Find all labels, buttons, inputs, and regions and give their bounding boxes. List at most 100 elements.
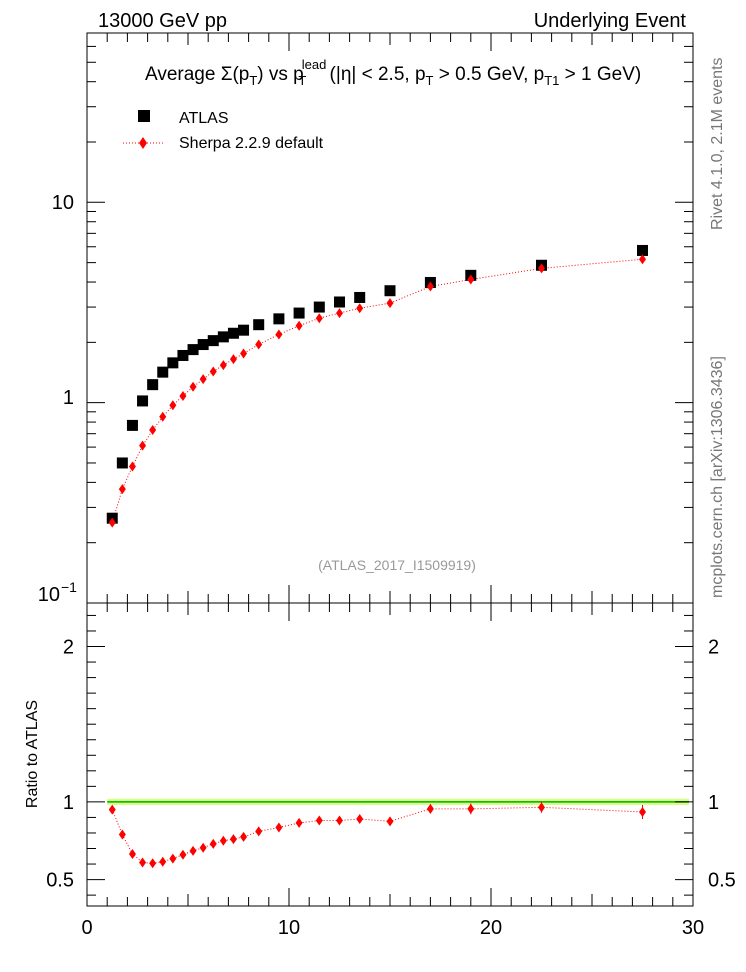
x-tick-label: 10 bbox=[278, 917, 300, 939]
ratio-y-tick-label-right: 1 bbox=[708, 792, 719, 814]
sherpa-point bbox=[219, 360, 227, 371]
ratio-point bbox=[538, 802, 545, 813]
title-cuts-b: > 0.5 GeV, p bbox=[433, 64, 544, 85]
atlas-point bbox=[293, 307, 305, 319]
ratio-point bbox=[467, 803, 475, 814]
ratio-point bbox=[275, 822, 283, 833]
sherpa-point bbox=[179, 390, 187, 401]
ratio-y-axis-label: Ratio to ATLAS bbox=[24, 700, 41, 808]
x-tick-label: 0 bbox=[81, 917, 92, 939]
ratio-y-tick-label-left: 1 bbox=[63, 792, 74, 814]
x-tick-label: 30 bbox=[682, 917, 704, 939]
title-sub-t4: T1 bbox=[544, 73, 559, 88]
atlas-point bbox=[197, 339, 209, 351]
atlas-point bbox=[207, 335, 219, 347]
ratio-point bbox=[426, 803, 434, 814]
sherpa-point bbox=[159, 411, 167, 422]
main-plot-frame bbox=[86, 32, 694, 604]
title-sub-t3: T bbox=[426, 73, 434, 88]
sherpa-point bbox=[356, 303, 364, 314]
title-cuts-c: > 1 GeV) bbox=[559, 64, 641, 85]
sherpa-point bbox=[118, 484, 126, 495]
sherpa-point bbox=[209, 366, 217, 377]
y-tick-label-10: 10 bbox=[52, 192, 74, 214]
ratio-point bbox=[356, 813, 364, 824]
ratio-band-layer bbox=[107, 798, 689, 805]
sherpa-point bbox=[315, 313, 323, 324]
ratio-point bbox=[386, 816, 394, 827]
sherpa-point bbox=[386, 298, 394, 309]
ratio-data-layer bbox=[108, 801, 646, 869]
ratio-point bbox=[219, 835, 227, 846]
atlas-point bbox=[238, 324, 250, 336]
ratio-point bbox=[639, 806, 646, 817]
rivet-label: Rivet 4.1.0, 2.1M events bbox=[709, 57, 726, 230]
atlas-point bbox=[637, 244, 648, 256]
ratio-tick-labels: 0.5 0.51 12 20 10 20 30 bbox=[46, 637, 736, 939]
atlas-point bbox=[273, 313, 285, 325]
sherpa-point bbox=[199, 374, 207, 385]
ratio-plot-frame bbox=[86, 602, 694, 907]
ratio-point bbox=[295, 817, 303, 828]
atlas-point bbox=[334, 296, 345, 308]
ratio-point bbox=[169, 853, 177, 864]
ratio-point bbox=[159, 856, 167, 867]
ratio-line bbox=[111, 806, 643, 864]
ratio-point bbox=[108, 804, 116, 815]
atlas-point bbox=[227, 327, 239, 339]
analysis-watermark: (ATLAS_2017_I1509919) bbox=[318, 557, 476, 573]
ratio-point bbox=[128, 848, 136, 859]
atlas-point bbox=[217, 331, 229, 343]
sherpa-point bbox=[240, 348, 248, 359]
main-axis-ticks bbox=[86, 32, 694, 604]
title-sigma: Σ(p bbox=[221, 64, 250, 85]
atlas-point bbox=[157, 366, 169, 378]
main-data-layer bbox=[106, 244, 648, 528]
atlas-point bbox=[313, 301, 325, 313]
sherpa-line bbox=[111, 258, 643, 523]
atlas-point bbox=[147, 379, 159, 391]
x-tick-label: 20 bbox=[480, 917, 502, 939]
title-mid: ) vs p bbox=[257, 64, 303, 85]
sherpa-point bbox=[467, 274, 475, 285]
atlas-point bbox=[384, 285, 396, 297]
mcplots-label: mcplots.cern.ch [arXiv:1306.3436] bbox=[709, 356, 726, 598]
ratio-axis-ticks bbox=[86, 603, 694, 906]
ratio-point bbox=[189, 845, 197, 856]
atlas-point bbox=[116, 457, 128, 469]
sherpa-point bbox=[229, 354, 237, 365]
title-sub-t1: T bbox=[249, 73, 257, 88]
ratio-y-tick-label-left: 0.5 bbox=[46, 870, 74, 892]
header-right: Underlying Event bbox=[534, 10, 687, 32]
atlas-point bbox=[137, 395, 149, 407]
sherpa-point bbox=[639, 254, 646, 265]
sherpa-point bbox=[538, 263, 545, 274]
ratio-point bbox=[240, 831, 248, 842]
atlas-point bbox=[187, 344, 199, 356]
legend-atlas-marker bbox=[138, 110, 150, 122]
atlas-point bbox=[167, 357, 179, 369]
ratio-point bbox=[149, 858, 157, 869]
legend-atlas-label: ATLAS bbox=[179, 110, 229, 127]
legend-sherpa-marker bbox=[139, 137, 147, 149]
sherpa-point bbox=[275, 329, 283, 340]
title-sub-t2: T bbox=[298, 73, 306, 88]
ratio-point bbox=[209, 838, 217, 849]
atlas-point bbox=[354, 291, 366, 303]
sherpa-point bbox=[128, 461, 136, 472]
ratio-y-tick-label-right: 0.5 bbox=[708, 870, 736, 892]
main-y-tick-labels: 10 1 10 −1 bbox=[38, 192, 77, 606]
title-sup-lead: lead bbox=[302, 57, 327, 72]
ratio-point bbox=[139, 857, 147, 868]
title-prefix: Average bbox=[145, 64, 221, 85]
ratio-point bbox=[315, 815, 323, 826]
ratio-point bbox=[179, 849, 187, 860]
sherpa-point bbox=[336, 308, 343, 319]
y-tick-label-1: 1 bbox=[63, 387, 74, 409]
y-tick-label-0.1-exponent: −1 bbox=[61, 579, 77, 595]
ratio-y-tick-label-left: 2 bbox=[63, 637, 74, 659]
header-left: 13000 GeV pp bbox=[98, 10, 227, 32]
ratio-point bbox=[199, 842, 207, 853]
sherpa-point bbox=[139, 440, 147, 451]
